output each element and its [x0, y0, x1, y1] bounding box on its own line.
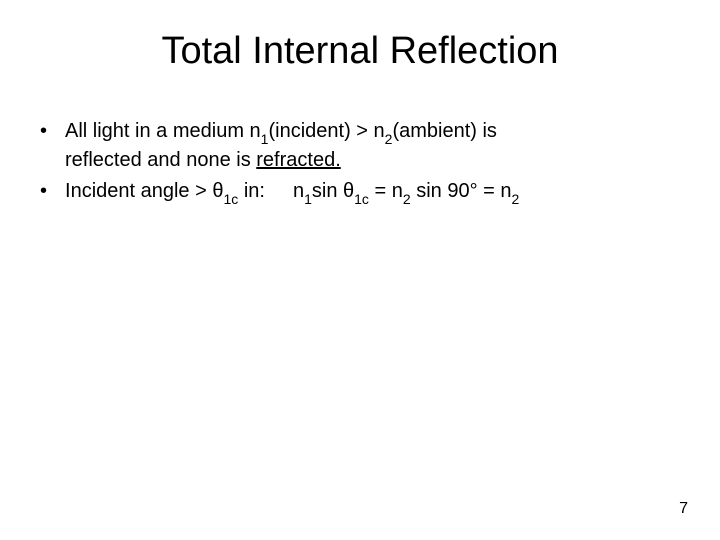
slide-title: Total Internal Reflection — [30, 30, 690, 73]
slide-body: • All light in a medium n1(incident) > n… — [30, 118, 690, 207]
bullet-text-1: All light in a medium n1(incident) > n2(… — [65, 118, 690, 174]
text-fragment: n — [293, 180, 304, 202]
subscript: 1 — [304, 191, 312, 207]
text-fragment: sin θ — [312, 180, 354, 202]
text-fragment: sin 90° = n — [411, 180, 512, 202]
slide-container: Total Internal Reflection • All light in… — [0, 0, 720, 540]
subscript: 1c — [354, 191, 369, 207]
bullet-item: • All light in a medium n1(incident) > n… — [40, 118, 690, 174]
subscript: 2 — [512, 191, 520, 207]
subscript: 2 — [385, 131, 393, 147]
text-fragment: All light in a medium n — [65, 120, 261, 142]
text-fragment: (ambient) is — [392, 120, 496, 142]
underlined-text: refracted. — [256, 149, 340, 171]
text-fragment: reflected and none is — [65, 149, 256, 171]
bullet-marker: • — [40, 178, 47, 205]
subscript: 2 — [403, 191, 411, 207]
bullet-marker: • — [40, 118, 47, 145]
bullet-text-2: Incident angle > θ1c in:n1sin θ1c = n2 s… — [65, 178, 690, 207]
text-fragment: (incident) > n — [268, 120, 384, 142]
subscript: 1c — [223, 191, 238, 207]
page-number: 7 — [679, 500, 688, 518]
text-fragment: = n — [369, 180, 403, 202]
text-fragment: in: — [238, 180, 265, 202]
subscript: 1 — [261, 131, 269, 147]
text-fragment: Incident angle > θ — [65, 180, 223, 202]
bullet-item: • Incident angle > θ1c in:n1sin θ1c = n2… — [40, 178, 690, 207]
